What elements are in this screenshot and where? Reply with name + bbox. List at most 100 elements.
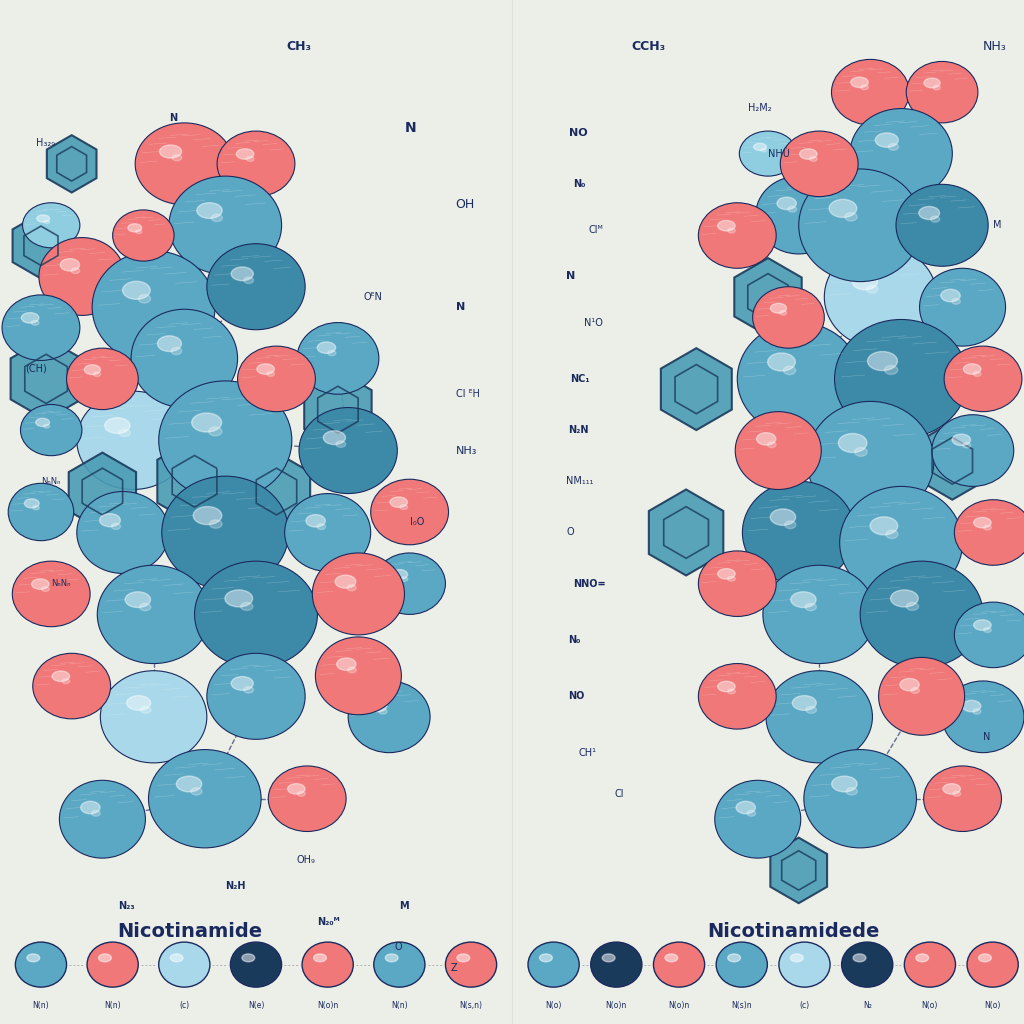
Polygon shape	[660, 348, 732, 430]
Ellipse shape	[84, 365, 100, 375]
Ellipse shape	[317, 342, 336, 353]
Ellipse shape	[385, 954, 398, 962]
Ellipse shape	[197, 203, 222, 218]
Ellipse shape	[727, 577, 735, 582]
Ellipse shape	[770, 303, 786, 313]
Ellipse shape	[44, 220, 50, 223]
Ellipse shape	[123, 282, 151, 299]
Ellipse shape	[2, 295, 80, 360]
Text: Cl ᴱH: Cl ᴱH	[456, 389, 479, 399]
Text: Nicotinamide: Nicotinamide	[117, 923, 262, 941]
Ellipse shape	[32, 321, 39, 326]
Ellipse shape	[763, 565, 876, 664]
Ellipse shape	[718, 568, 735, 580]
Ellipse shape	[244, 687, 254, 693]
Ellipse shape	[92, 251, 215, 364]
Text: OH₉: OH₉	[297, 855, 315, 865]
Ellipse shape	[169, 176, 282, 274]
Text: NNO=: NNO=	[573, 579, 606, 589]
Text: N(o): N(o)	[984, 1000, 1000, 1010]
Ellipse shape	[335, 575, 356, 588]
Ellipse shape	[839, 433, 867, 453]
Ellipse shape	[99, 514, 121, 526]
Text: N₂N: N₂N	[568, 425, 589, 435]
Ellipse shape	[779, 310, 786, 315]
Ellipse shape	[139, 603, 151, 610]
Text: O: O	[566, 527, 573, 538]
Text: NₙNₙ: NₙNₙ	[41, 477, 60, 485]
Ellipse shape	[171, 347, 181, 354]
Ellipse shape	[835, 319, 968, 438]
Text: M: M	[399, 901, 409, 911]
Text: N(o): N(o)	[922, 1000, 938, 1010]
Ellipse shape	[919, 207, 940, 219]
Ellipse shape	[125, 592, 151, 607]
Ellipse shape	[231, 677, 253, 690]
Text: N(s)n: N(s)n	[731, 1000, 752, 1010]
Ellipse shape	[159, 942, 210, 987]
Ellipse shape	[906, 61, 978, 123]
Ellipse shape	[748, 810, 756, 816]
Ellipse shape	[876, 133, 898, 147]
Text: NH₃: NH₃	[456, 445, 477, 456]
Ellipse shape	[135, 229, 141, 233]
Text: N: N	[983, 732, 990, 742]
Ellipse shape	[127, 695, 151, 711]
Text: O: O	[394, 942, 401, 952]
Ellipse shape	[347, 585, 356, 591]
Ellipse shape	[207, 244, 305, 330]
Ellipse shape	[60, 259, 80, 271]
Ellipse shape	[727, 228, 735, 233]
Ellipse shape	[954, 602, 1024, 668]
Ellipse shape	[756, 176, 842, 254]
Ellipse shape	[716, 942, 767, 987]
Text: N(e): N(e)	[248, 1000, 264, 1010]
Ellipse shape	[911, 687, 920, 693]
Ellipse shape	[22, 312, 39, 324]
Text: N(n): N(n)	[33, 1000, 49, 1010]
Polygon shape	[12, 213, 70, 279]
Polygon shape	[304, 371, 372, 449]
Ellipse shape	[698, 551, 776, 616]
Ellipse shape	[266, 372, 274, 377]
Ellipse shape	[824, 246, 937, 348]
Ellipse shape	[8, 483, 74, 541]
Ellipse shape	[37, 215, 49, 222]
Ellipse shape	[727, 689, 735, 694]
Ellipse shape	[87, 942, 138, 987]
Ellipse shape	[391, 569, 408, 580]
Ellipse shape	[112, 523, 121, 529]
Ellipse shape	[698, 664, 776, 729]
Ellipse shape	[757, 433, 776, 445]
Ellipse shape	[761, 148, 767, 152]
Ellipse shape	[97, 565, 210, 664]
Ellipse shape	[33, 653, 111, 719]
Ellipse shape	[870, 517, 898, 535]
Ellipse shape	[324, 431, 345, 444]
Ellipse shape	[306, 515, 326, 527]
Ellipse shape	[445, 942, 497, 987]
Ellipse shape	[791, 954, 803, 962]
Ellipse shape	[209, 520, 222, 528]
Ellipse shape	[931, 216, 940, 222]
Ellipse shape	[162, 476, 289, 589]
Text: (CH): (CH)	[26, 364, 47, 374]
Ellipse shape	[793, 695, 816, 711]
Ellipse shape	[257, 364, 274, 375]
Text: N: N	[456, 302, 465, 312]
Text: NHÙ: NHÙ	[768, 148, 790, 159]
Text: N(o)n: N(o)n	[669, 1000, 690, 1010]
Text: OH: OH	[456, 199, 475, 211]
Text: M: M	[993, 220, 1001, 230]
Ellipse shape	[896, 184, 988, 266]
Ellipse shape	[540, 954, 552, 962]
Ellipse shape	[77, 492, 169, 573]
Ellipse shape	[754, 143, 766, 151]
Text: N: N	[169, 113, 177, 123]
Ellipse shape	[400, 577, 408, 582]
Ellipse shape	[23, 203, 80, 248]
Ellipse shape	[728, 954, 740, 962]
Ellipse shape	[942, 681, 1024, 753]
Ellipse shape	[81, 802, 100, 814]
Text: NO: NO	[569, 128, 588, 138]
